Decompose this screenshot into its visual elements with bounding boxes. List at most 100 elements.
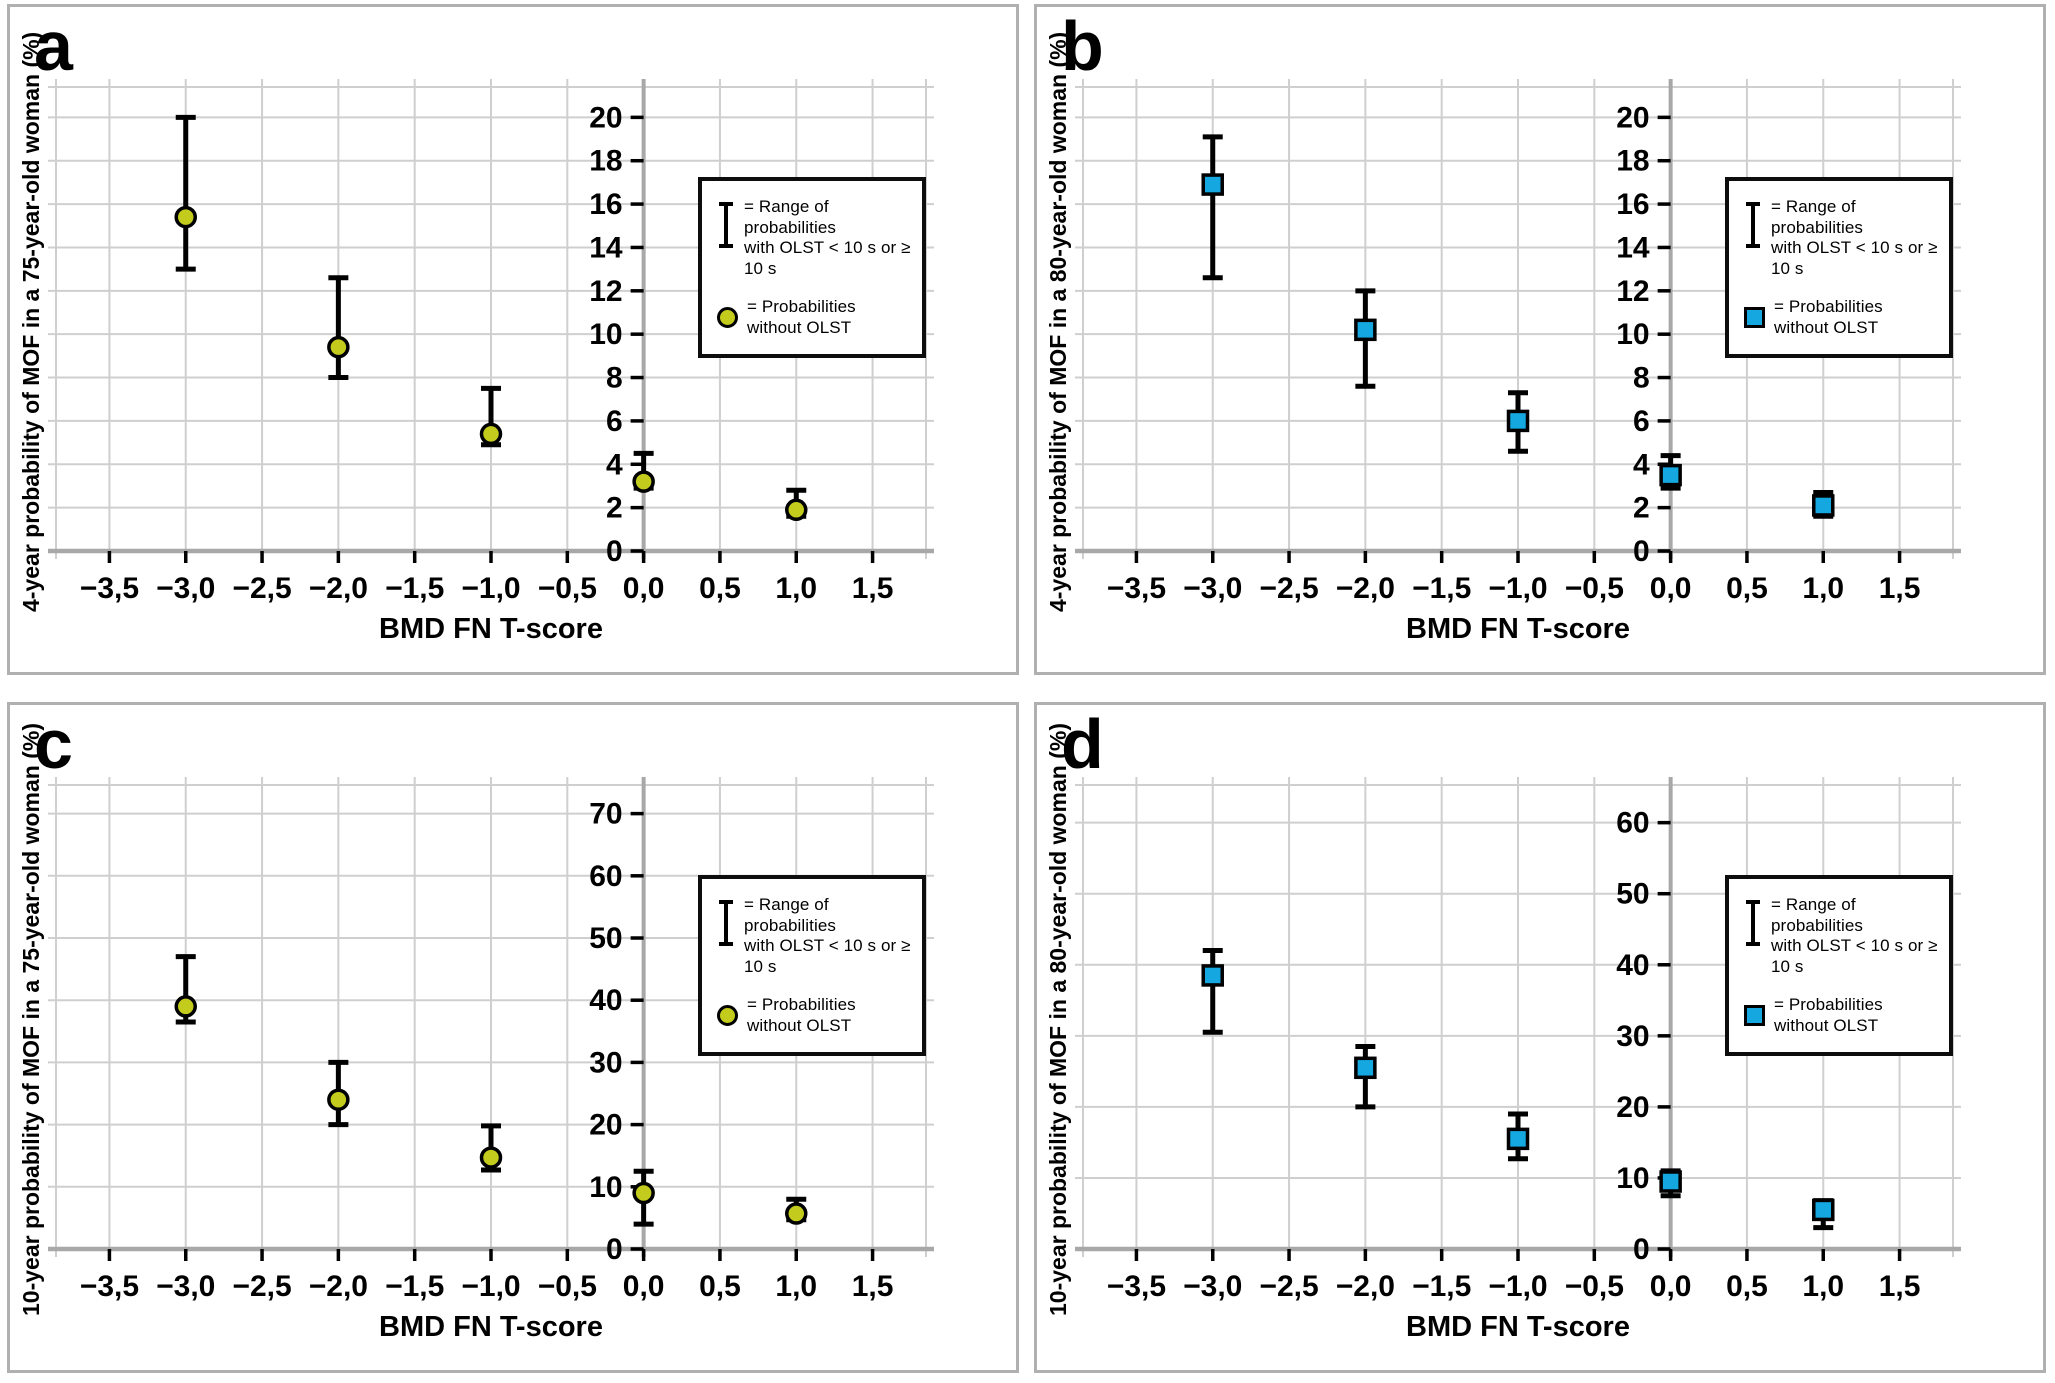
data-point [632, 1181, 655, 1205]
legend-range-line1: = Range of probabilities [744, 197, 837, 237]
x-tick-label: 1,0 [775, 572, 817, 605]
x-tick-label: −0,5 [538, 572, 597, 605]
y-tick-label: 30 [1616, 1020, 1649, 1053]
x-tick-label: 0,0 [1650, 1270, 1692, 1303]
x-tick-label: −2,5 [1259, 572, 1318, 605]
panel-b: b 4-year probability of MOF in a 80-year… [1034, 4, 2046, 675]
legend-marker-label: = Probabilities without OLST [747, 994, 856, 1035]
x-tick-label: 1,5 [1879, 1270, 1921, 1303]
data-point [174, 995, 197, 1018]
error-bar-icon [1746, 202, 1760, 248]
data-point [1659, 1170, 1682, 1193]
y-axis-label: 4-year probability of MOF in a 75-year-o… [18, 31, 44, 613]
data-point [174, 205, 197, 229]
legend-range-label: = Range of probabilities with OLST < 10 s… [1771, 895, 1939, 978]
x-tick-label: 1,5 [852, 1270, 894, 1303]
y-tick-label: 14 [589, 231, 623, 264]
data-point [1659, 463, 1682, 487]
legend-box: = Range of probabilities with OLST < 10 s… [698, 875, 926, 1057]
data-point [1506, 1127, 1530, 1151]
x-tick-label: −3,5 [80, 1270, 139, 1303]
legend-range-line2: with OLST < 10 s or ≥ 10 s [744, 238, 911, 279]
x-tick-label: −3,0 [156, 572, 215, 605]
y-tick-label: 20 [589, 1109, 622, 1142]
y-tick-label: 16 [1616, 188, 1649, 221]
data-point [632, 470, 655, 493]
y-axis-label: 10-year probability of MOF in a 80-year-… [1045, 723, 1071, 1317]
legend-row-range: = Range of probabilities with OLST < 10 s… [1744, 197, 1939, 280]
legend-marker-label: = Probabilities without OLST [1774, 994, 1883, 1035]
y-tick-label: 40 [589, 984, 622, 1017]
data-point [479, 1146, 503, 1169]
error-bar-icon [719, 900, 733, 946]
y-tick-label: 40 [1616, 949, 1649, 982]
x-tick-label: 0,0 [623, 572, 665, 605]
panel-letter: a [34, 7, 73, 85]
legend-range-label: = Range of probabilities with OLST < 10 s… [744, 197, 912, 280]
x-axis-label: BMD FN T-score [379, 1311, 603, 1343]
x-tick-label: −3,5 [80, 572, 139, 605]
legend-box: = Range of probabilities with OLST < 10 s… [1725, 875, 1953, 1057]
panel-c: c 10-year probability of MOF in a 75-yea… [7, 702, 1019, 1373]
legend-box: = Range of probabilities with OLST < 10 s… [698, 177, 926, 359]
panel-a: a 4-year probability of MOF in a 75-year… [7, 4, 1019, 675]
x-tick-label: 0,5 [699, 1270, 741, 1303]
data-point [1506, 409, 1530, 433]
y-axis-label: 4-year probability of MOF in a 80-year-o… [1045, 31, 1071, 613]
y-tick-label: 12 [1616, 275, 1649, 308]
x-tick-label: 1,0 [775, 1270, 817, 1303]
y-tick-label: 0 [606, 1233, 623, 1266]
y-tick-label: 10 [1616, 318, 1649, 351]
legend-row-range: = Range of probabilities with OLST < 10 s… [1744, 895, 1939, 978]
y-tick-label: 8 [1633, 362, 1650, 395]
y-tick-label: 0 [606, 535, 623, 568]
y-tick-label: 12 [589, 275, 622, 308]
x-tick-label: −2,0 [1336, 1270, 1395, 1303]
legend-range-line2: with OLST < 10 s or ≥ 10 s [1771, 936, 1938, 977]
data-point [327, 335, 350, 359]
legend-row-range: = Range of probabilities with OLST < 10 s… [717, 895, 912, 978]
y-tick-label: 2 [606, 492, 623, 525]
panel-d: d 10-year probability of MOF in a 80-yea… [1034, 702, 2046, 1373]
y-tick-label: 4 [606, 448, 623, 481]
y-tick-label: 20 [1616, 101, 1649, 134]
x-tick-label: 0,5 [1726, 1270, 1768, 1303]
y-tick-label: 70 [589, 798, 622, 831]
y-tick-label: 20 [1616, 1091, 1649, 1124]
y-tick-label: 50 [589, 922, 622, 955]
x-tick-label: 0,0 [1650, 572, 1692, 605]
x-tick-label: −1,5 [385, 1270, 444, 1303]
y-tick-label: 10 [589, 318, 622, 351]
x-tick-label: 1,0 [1802, 1270, 1844, 1303]
legend-range-line2: with OLST < 10 s or ≥ 10 s [1771, 238, 1938, 279]
x-tick-label: −1,0 [1488, 1270, 1547, 1303]
legend-box: = Range of probabilities with OLST < 10 s… [1725, 177, 1953, 359]
plot-area: 0 10 20 30 40 50 60 70 −3,5 −3,0 −2,5 −2,0 −1,5 −1,0−… [48, 777, 934, 1303]
x-tick-label: −2,0 [309, 1270, 368, 1303]
y-tick-label: 50 [1616, 878, 1649, 911]
legend-row-range: = Range of probabilities with OLST < 10 s… [717, 197, 912, 280]
x-tick-label: −2,5 [232, 1270, 291, 1303]
x-tick-label: −3,0 [1183, 572, 1242, 605]
x-tick-label: 0,5 [1726, 572, 1768, 605]
y-tick-label: 8 [606, 362, 623, 395]
data-point [327, 1088, 350, 1111]
marker-icon [717, 1005, 738, 1027]
y-tick-label: 0 [1633, 1233, 1650, 1266]
x-tick-label: −2,0 [1336, 572, 1395, 605]
y-tick-label: 60 [589, 860, 622, 893]
x-axis-label: BMD FN T-score [1406, 613, 1630, 645]
y-tick-label: 10 [589, 1171, 622, 1204]
panel-letter: b [1061, 7, 1104, 85]
y-tick-label: 18 [589, 145, 622, 178]
marker-icon [1744, 1005, 1765, 1027]
y-tick-label: 16 [589, 188, 622, 221]
data-point [1201, 173, 1224, 196]
error-bar-icon [1746, 900, 1760, 946]
y-tick-label: 10 [1616, 1162, 1649, 1195]
plot-area: 0 2 4 6 8 10 12 14 16 18 20 −3,5 −3,0 −2,5 −2,0 −1,5 −1,… [48, 79, 934, 605]
x-tick-label: −1,5 [385, 572, 444, 605]
y-axis-label: 10-year probability of MOF in a 75-year-… [18, 723, 44, 1317]
x-tick-label: −0,5 [1565, 1270, 1624, 1303]
x-tick-label: 0,0 [623, 1270, 665, 1303]
